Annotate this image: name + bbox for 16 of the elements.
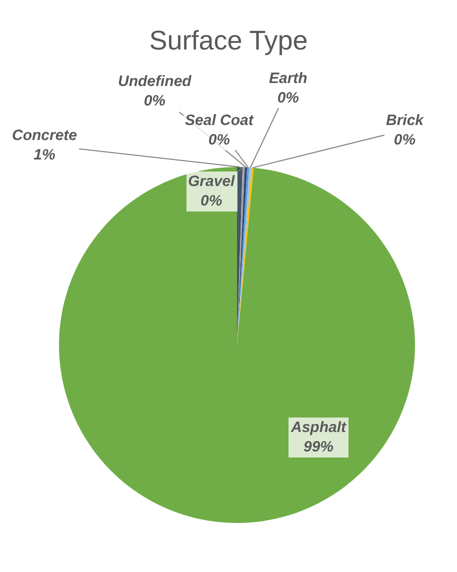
data-label: 0%	[277, 90, 300, 106]
data-label: 99%	[303, 438, 334, 456]
slice-label: Asphalt	[290, 419, 348, 436]
data-label: 0%	[200, 192, 222, 210]
data-label: 0%	[394, 132, 416, 148]
data-label: 0%	[144, 92, 166, 110]
slice-label: Brick	[386, 112, 424, 129]
slice-label: Earth	[269, 70, 308, 87]
slice-label: Undefined	[118, 73, 192, 90]
slice-label: Gravel	[188, 173, 236, 190]
pie-slice	[59, 167, 415, 523]
slice-label: Concrete	[12, 127, 78, 144]
slice-label: Seal Coat	[185, 112, 254, 129]
data-label: 1%	[34, 146, 56, 164]
data-label: 0%	[208, 132, 230, 148]
chart-title: Surface Type	[149, 25, 308, 56]
